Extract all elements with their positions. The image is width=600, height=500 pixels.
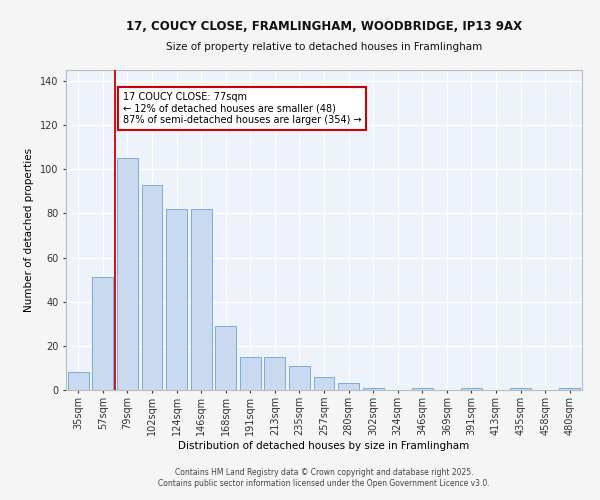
X-axis label: Distribution of detached houses by size in Framlingham: Distribution of detached houses by size … <box>178 440 470 450</box>
Bar <box>166 209 187 390</box>
Bar <box>142 185 163 390</box>
Bar <box>289 366 310 390</box>
Bar <box>240 357 261 390</box>
Text: Contains HM Land Registry data © Crown copyright and database right 2025.
Contai: Contains HM Land Registry data © Crown c… <box>158 468 490 487</box>
Bar <box>461 388 482 390</box>
Bar <box>92 278 113 390</box>
Bar <box>510 388 531 390</box>
Bar <box>559 388 580 390</box>
Bar <box>117 158 138 390</box>
Text: 17, COUCY CLOSE, FRAMLINGHAM, WOODBRIDGE, IP13 9AX: 17, COUCY CLOSE, FRAMLINGHAM, WOODBRIDGE… <box>126 20 522 33</box>
Bar <box>362 388 383 390</box>
Bar <box>412 388 433 390</box>
Bar <box>68 372 89 390</box>
Bar <box>314 377 334 390</box>
Bar <box>215 326 236 390</box>
Text: 17 COUCY CLOSE: 77sqm
← 12% of detached houses are smaller (48)
87% of semi-deta: 17 COUCY CLOSE: 77sqm ← 12% of detached … <box>122 92 361 126</box>
Text: Size of property relative to detached houses in Framlingham: Size of property relative to detached ho… <box>166 42 482 52</box>
Bar <box>338 384 359 390</box>
Bar <box>191 209 212 390</box>
Y-axis label: Number of detached properties: Number of detached properties <box>25 148 34 312</box>
Bar <box>265 357 286 390</box>
